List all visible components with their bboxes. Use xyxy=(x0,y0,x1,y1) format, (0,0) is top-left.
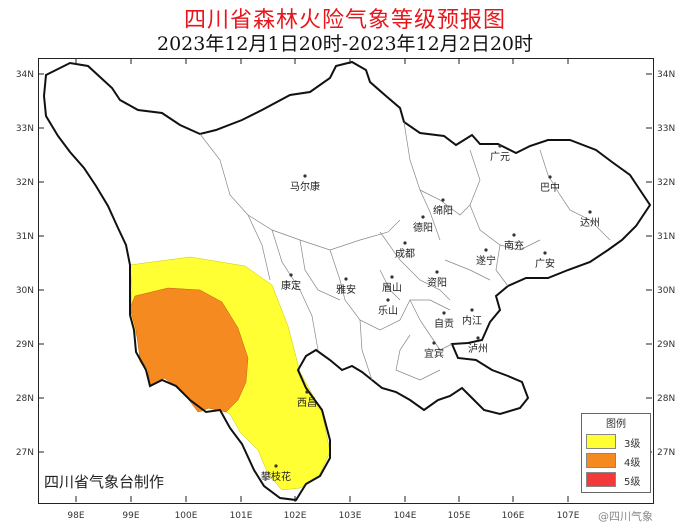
legend-label-level4: 4级 xyxy=(624,458,641,469)
city-dot xyxy=(470,308,474,312)
lat-label-left: 27N xyxy=(16,448,34,458)
city-dot xyxy=(303,174,307,178)
legend-swatch-level4 xyxy=(586,453,616,468)
city-dot xyxy=(476,336,480,340)
city-label: 内江 xyxy=(462,314,482,327)
city-dot xyxy=(305,390,309,394)
lon-label: 107E xyxy=(557,511,580,521)
city-label: 西昌 xyxy=(297,397,317,409)
legend-label-level3: 3级 xyxy=(624,439,641,450)
city-dot xyxy=(421,215,425,219)
lon-label: 98E xyxy=(67,511,84,521)
lat-label-right: 31N xyxy=(657,232,675,242)
city-label: 成都 xyxy=(395,248,415,260)
legend-item-level5: 5级 xyxy=(586,472,646,488)
prefecture-boundaries xyxy=(199,121,611,381)
legend-label-level5: 5级 xyxy=(624,477,641,488)
city-label: 巴中 xyxy=(540,181,560,194)
city-label: 宜宾 xyxy=(424,347,444,360)
lat-label-left: 31N xyxy=(16,232,34,242)
city-label: 马尔康 xyxy=(290,180,320,193)
city-label: 广元 xyxy=(490,151,510,163)
lat-label-right: 33N xyxy=(657,124,675,134)
city-dot xyxy=(289,273,293,277)
lat-label-left: 28N xyxy=(16,394,34,404)
legend-swatch-level5 xyxy=(586,472,616,487)
city-dot xyxy=(588,210,592,214)
legend-item-level3: 3级 xyxy=(586,434,646,450)
legend-swatch-level3 xyxy=(586,434,616,449)
city-label: 雅安 xyxy=(336,283,356,296)
lat-label-left: 33N xyxy=(16,124,34,134)
city-label: 南充 xyxy=(504,239,524,252)
city-dot xyxy=(386,298,390,302)
city-label: 德阳 xyxy=(413,221,433,234)
city-dot xyxy=(442,311,446,315)
lon-label: 105E xyxy=(448,511,471,521)
city-dot xyxy=(390,275,394,279)
lon-label: 101E xyxy=(230,511,253,521)
map-subtitle: 2023年12月1日20时-2023年12月2日20时 xyxy=(156,33,533,55)
city-label: 乐山 xyxy=(378,305,398,317)
lat-label-left: 32N xyxy=(16,178,34,188)
lon-label: 99E xyxy=(122,511,139,521)
map-title: 四川省森林火险气象等级预报图 xyxy=(183,8,506,33)
city-dot xyxy=(432,341,436,345)
city-label: 自贡 xyxy=(434,317,454,330)
city-dot xyxy=(543,251,547,255)
city-label: 遂宁 xyxy=(476,254,496,267)
city-label: 达州 xyxy=(580,217,600,229)
lon-label: 102E xyxy=(284,511,307,521)
lat-label-right: 27N xyxy=(657,448,675,458)
lon-label: 103E xyxy=(339,511,362,521)
lat-label-right: 29N xyxy=(657,340,675,350)
sichuan-outline xyxy=(42,60,652,502)
lon-label: 100E xyxy=(175,511,198,521)
city-dot xyxy=(274,464,278,468)
lat-label-left: 34N xyxy=(16,70,34,80)
watermark: @四川气象 xyxy=(598,510,653,523)
latitude-ticks: 34N 34N 33N 33N 32N 32N 31N 31N 30N 30N 29N 29N 28N 2… xyxy=(16,70,675,458)
legend: 图例 3级 4级 5级 xyxy=(581,413,651,493)
city-label: 眉山 xyxy=(382,282,402,294)
city-label: 攀枝花 xyxy=(261,470,291,483)
city-dot xyxy=(548,175,552,179)
lat-label-right: 30N xyxy=(657,286,675,296)
city-dot xyxy=(512,233,516,237)
city-dot xyxy=(344,277,348,281)
lat-label-left: 30N xyxy=(16,286,34,296)
legend-item-level4: 4级 xyxy=(586,453,646,469)
lon-label: 104E xyxy=(394,511,417,521)
city-dot xyxy=(484,248,488,252)
city-label: 康定 xyxy=(281,279,301,292)
city-dot xyxy=(435,270,439,274)
city-label: 资阳 xyxy=(427,277,447,289)
city-label: 绵阳 xyxy=(433,204,453,217)
longitude-ticks: 98E 99E 100E 101E 102E 103E 104E 105E 106E 107E xyxy=(67,58,580,521)
city-dot xyxy=(498,144,502,148)
lat-label-left: 29N xyxy=(16,340,34,350)
city-dot xyxy=(441,198,445,202)
city-label: 广安 xyxy=(535,257,555,270)
lat-label-right: 28N xyxy=(657,394,675,404)
legend-title: 图例 xyxy=(606,419,626,430)
lat-label-right: 34N xyxy=(657,70,675,80)
city-label: 泸州 xyxy=(468,343,488,355)
lat-label-right: 32N xyxy=(657,178,675,188)
credit-text: 四川省气象台制作 xyxy=(44,473,165,491)
city-dot xyxy=(403,241,407,245)
lon-label: 106E xyxy=(502,511,525,521)
